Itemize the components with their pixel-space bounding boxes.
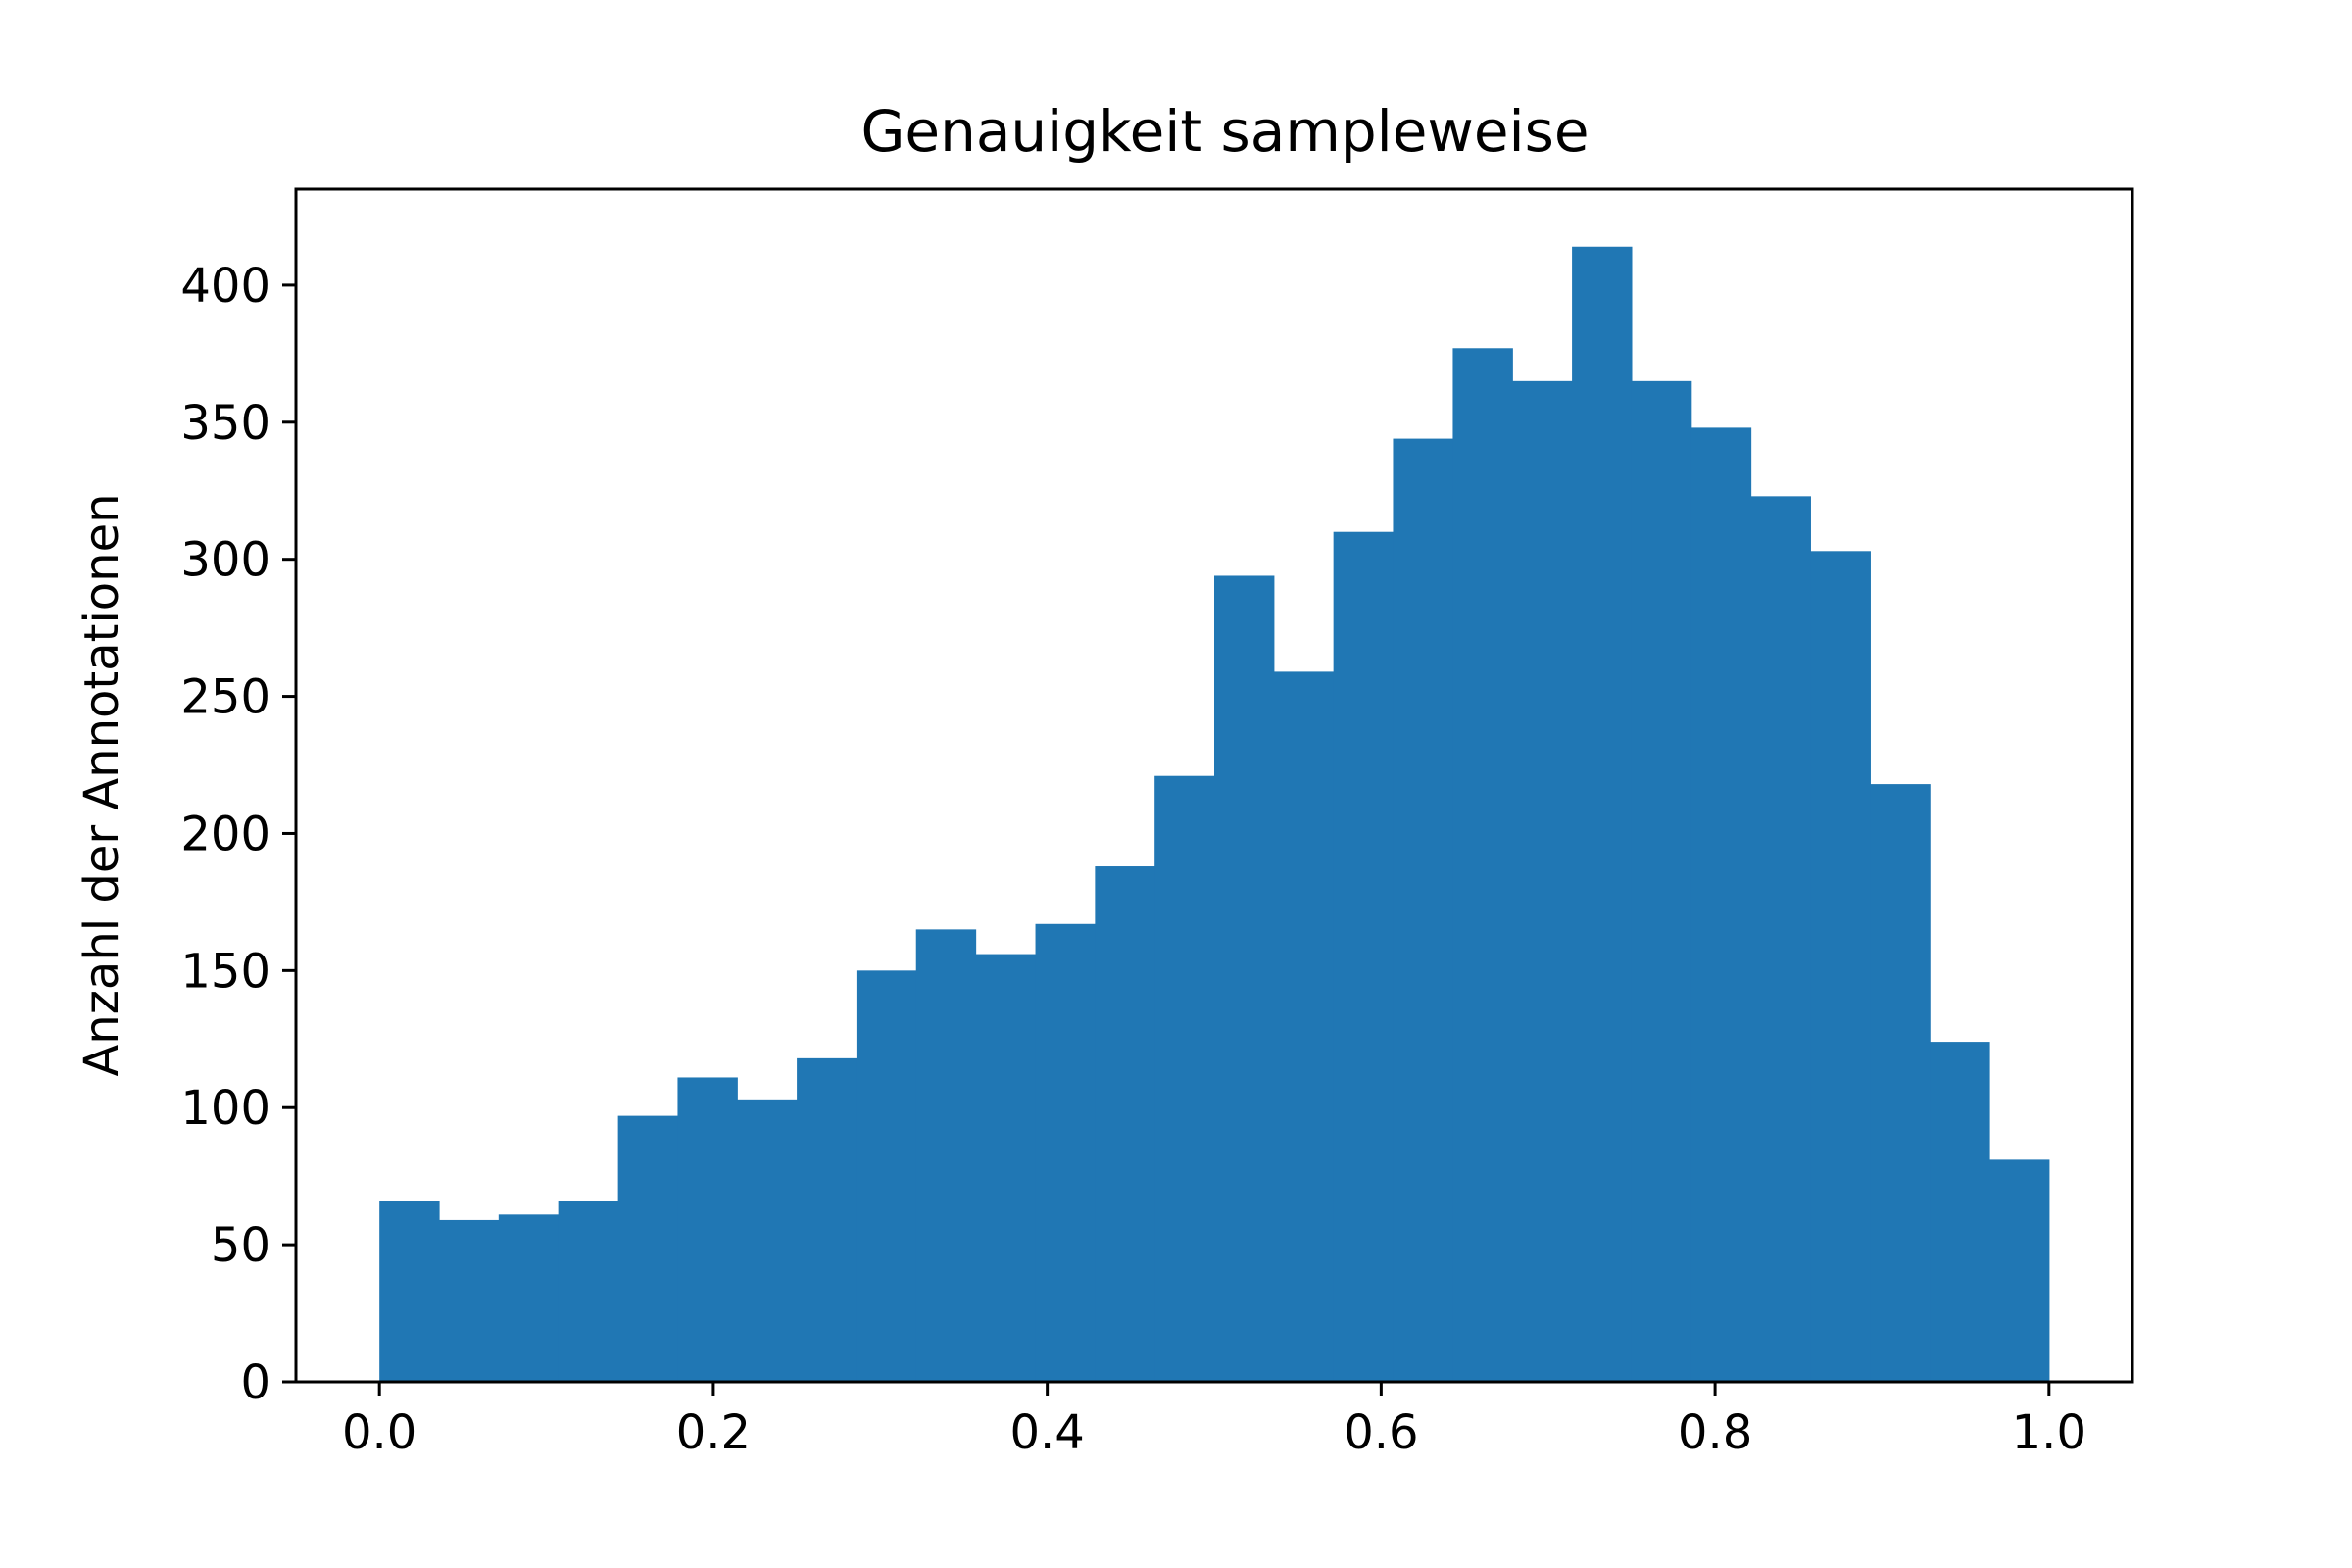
x-tick-label: 0.4 [1009,1405,1084,1460]
chart-title: Genauigkeit sampleweise [860,98,1589,165]
y-tick-label: 0 [240,1355,270,1410]
histogram-bar [379,1200,440,1382]
histogram-bar [1631,380,1692,1383]
histogram-bar [1810,551,1871,1382]
y-axis-label: Anzahl der Annotationen [74,493,129,1076]
histogram-bar [797,1057,858,1382]
histogram-bar [1273,671,1335,1382]
histogram-bar [558,1200,619,1382]
y-tick-label: 300 [180,533,270,588]
histogram-bar [677,1077,738,1382]
histogram-bar [1930,1042,1990,1382]
histogram-bar [498,1214,560,1382]
histogram-bar [1333,531,1395,1382]
histogram-bar [1095,866,1155,1382]
histogram-bar [1690,427,1752,1382]
y-tick-label: 50 [211,1218,270,1273]
histogram-bar [856,970,917,1382]
histogram-bar [915,929,977,1382]
plot-frame [294,187,2134,1384]
x-tick-label: 1.0 [2012,1405,2086,1460]
histogram-bar [1989,1159,2050,1382]
y-tick-label: 400 [180,259,270,314]
x-tick-label: 0.2 [676,1405,751,1460]
x-tick-label: 0.0 [342,1405,416,1460]
histogram-bar [1214,575,1275,1382]
histogram-bar [1452,348,1513,1382]
histogram-bar [1035,923,1096,1382]
histogram-bar [1512,380,1573,1383]
histogram-bar [1750,496,1811,1383]
histogram-bar [617,1115,679,1382]
y-tick-label: 200 [180,807,270,861]
histogram-bar [1154,775,1215,1382]
histogram-bar [975,954,1037,1382]
y-axis: 0 50 100 150 200 250 300 350 400 [180,259,296,1410]
histogram-bar [1870,784,1931,1382]
histogram-bar [1393,438,1454,1383]
x-axis: 0.0 0.2 0.4 0.6 0.8 1.0 [342,1382,2086,1460]
y-tick-label: 350 [180,396,270,451]
y-tick-label: 150 [180,944,270,999]
bars-group [379,246,2050,1383]
x-tick-label: 0.8 [1678,1405,1752,1460]
histogram-bar [439,1219,500,1382]
y-tick-label: 100 [180,1081,270,1136]
histogram-bar [1572,246,1633,1382]
y-tick-label: 250 [180,670,270,725]
x-tick-label: 0.6 [1344,1405,1418,1460]
histogram-bar [737,1099,798,1382]
